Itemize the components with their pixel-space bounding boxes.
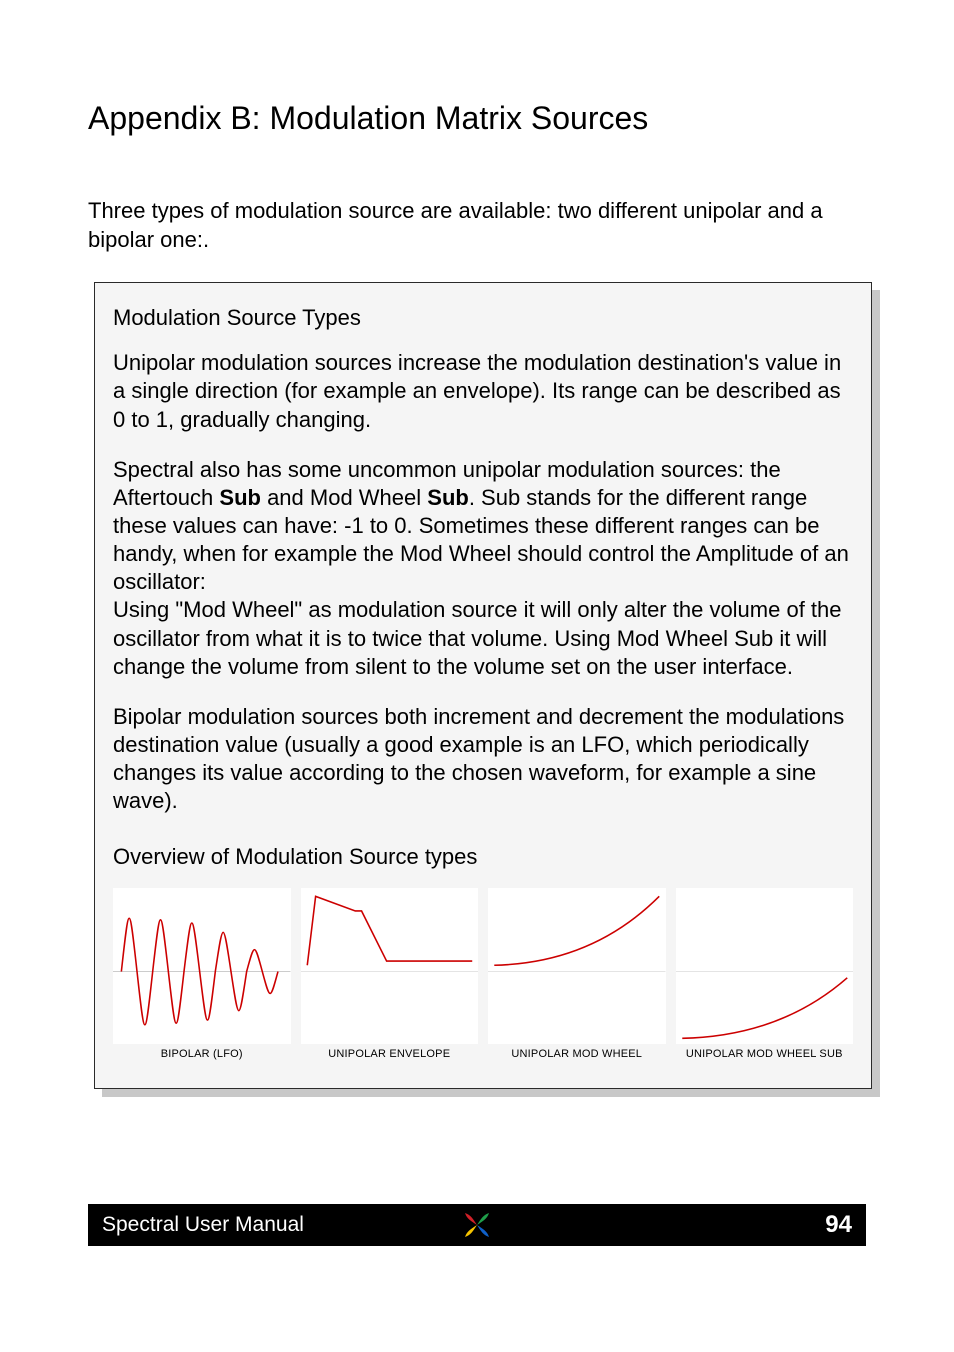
footer-page-number: 94 bbox=[825, 1211, 852, 1239]
chart-unipolar-envelope: UNIPOLAR ENVELOPE bbox=[301, 888, 479, 1061]
footer-title: Spectral User Manual bbox=[102, 1213, 304, 1237]
box-p1: Unipolar modulation sources increase the… bbox=[113, 349, 853, 433]
chart-unipolar-modwheel-sub: UNIPOLAR MOD WHEEL SUB bbox=[676, 888, 854, 1061]
info-box-wrap: Modulation Source Types Unipolar modulat… bbox=[94, 282, 872, 1089]
box-p2f: Using "Mod Wheel" as modulation source i… bbox=[113, 597, 842, 678]
chart-bg bbox=[113, 888, 290, 1045]
logo-arm-tl bbox=[465, 1213, 477, 1225]
box-p2c: and Mod Wheel bbox=[261, 485, 427, 510]
chart-upper-bg bbox=[676, 888, 853, 972]
chart-unipolar-modwheel: UNIPOLAR MOD WHEEL bbox=[488, 888, 666, 1061]
chart-bipolar-lfo-svg bbox=[113, 888, 291, 1045]
box-p2b-bold: Sub bbox=[219, 485, 261, 510]
box-p2d-bold: Sub bbox=[427, 485, 469, 510]
chart-lower-bg bbox=[301, 971, 478, 1044]
chart-caption-modwheel-sub: UNIPOLAR MOD WHEEL SUB bbox=[686, 1048, 843, 1060]
chart-caption-bipolar: BIPOLAR (LFO) bbox=[161, 1048, 243, 1060]
chart-unipolar-modwheel-svg bbox=[488, 888, 666, 1045]
chart-lower-bg bbox=[488, 971, 665, 1044]
chart-unipolar-envelope-svg bbox=[301, 888, 479, 1045]
logo-arm-bl bbox=[465, 1225, 477, 1237]
intro-paragraph: Three types of modulation source are ava… bbox=[88, 197, 866, 254]
page: Appendix B: Modulation Matrix Sources Th… bbox=[0, 0, 954, 1352]
box-heading: Modulation Source Types bbox=[113, 305, 853, 331]
info-box: Modulation Source Types Unipolar modulat… bbox=[94, 282, 872, 1089]
overview-heading: Overview of Modulation Source types bbox=[113, 844, 853, 870]
chart-upper-bg bbox=[488, 888, 665, 972]
footer-bar: Spectral User Manual 94 bbox=[88, 1204, 866, 1246]
chart-caption-envelope: UNIPOLAR ENVELOPE bbox=[328, 1048, 450, 1060]
box-p3: Bipolar modulation sources both incremen… bbox=[113, 703, 853, 816]
chart-caption-modwheel: UNIPOLAR MOD WHEEL bbox=[511, 1048, 642, 1060]
charts-row: BIPOLAR (LFO) UNIPOLAR ENVELOPE bbox=[113, 888, 853, 1061]
logo-arm-br bbox=[477, 1225, 489, 1237]
page-title: Appendix B: Modulation Matrix Sources bbox=[88, 100, 866, 137]
chart-unipolar-modwheel-sub-svg bbox=[676, 888, 854, 1045]
box-p2: Spectral also has some uncommon unipolar… bbox=[113, 456, 853, 681]
footer-logo-icon bbox=[461, 1209, 493, 1241]
chart-bipolar-lfo: BIPOLAR (LFO) bbox=[113, 888, 291, 1061]
chart-lower-bg bbox=[676, 971, 853, 1044]
logo-arm-tr bbox=[477, 1213, 489, 1225]
